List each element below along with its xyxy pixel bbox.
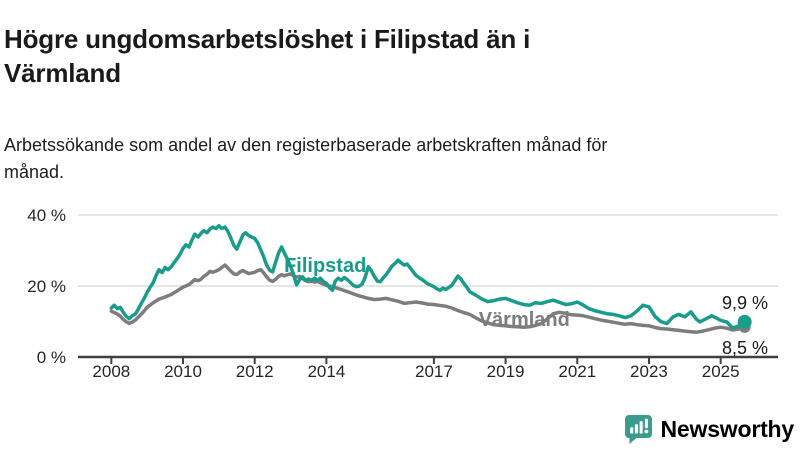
y-axis-tick-label: 20 % bbox=[27, 277, 66, 296]
page-title: Högre ungdomsarbetslöshet i Filipstad än… bbox=[4, 24, 531, 88]
end-value-label-filipstad: 9,9 % bbox=[722, 293, 768, 313]
x-axis-tick-label: 2019 bbox=[487, 362, 525, 381]
x-axis-tick-label: 2008 bbox=[92, 362, 130, 381]
series-end-dot-filipstad bbox=[737, 314, 752, 329]
x-axis-tick-label: 2025 bbox=[702, 362, 740, 381]
x-axis-tick-label: 2021 bbox=[558, 362, 596, 381]
newsworthy-wordmark: Newsworthy bbox=[660, 416, 795, 442]
x-axis-tick-label: 2017 bbox=[415, 362, 453, 381]
speech-bubble-bar-chart-icon bbox=[624, 415, 652, 444]
newsworthy-logo: Newsworthy bbox=[624, 414, 794, 445]
chart-subtitle: Arbetssökande som andel av den registerb… bbox=[4, 135, 608, 182]
series-line-värmland bbox=[109, 263, 747, 334]
x-axis-tick-label: 2012 bbox=[236, 362, 274, 381]
series-label-filipstad: Filipstad bbox=[284, 255, 366, 277]
unemployment-line-chart: 40 % 20 % 0 % 2008 2010 2012 2014 2017 2019 2021 2… bbox=[27, 206, 778, 381]
y-axis-tick-label: 0 % bbox=[37, 348, 66, 367]
series-label-värmland: Värmland bbox=[479, 309, 570, 331]
x-axis-tick-label: 2023 bbox=[630, 362, 668, 381]
end-value-label-värmland: 8,5 % bbox=[722, 338, 768, 358]
x-axis-tick-label: 2014 bbox=[307, 362, 345, 381]
series-line-filipstad bbox=[109, 223, 747, 330]
y-axis-tick-label: 40 % bbox=[27, 206, 66, 225]
x-axis-tick-label: 2010 bbox=[164, 362, 202, 381]
